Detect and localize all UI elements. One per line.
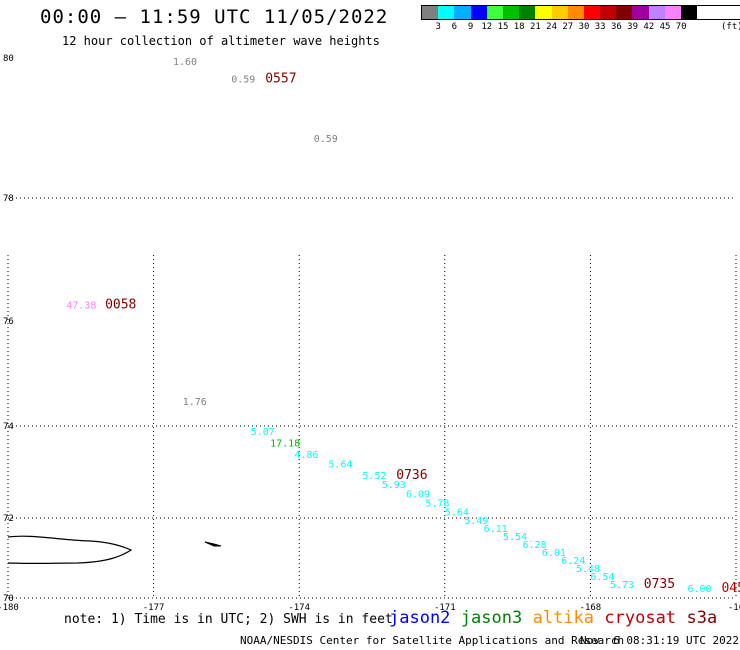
legend-label: 42 [643, 22, 655, 32]
wave-height-label: 5.93 [382, 480, 406, 491]
legend-unit: (ft) [721, 22, 740, 32]
legend-swatches [421, 5, 740, 20]
legend-label: 33 [594, 22, 606, 32]
credit-text: NOAA/NESDIS Center for Satellite Applica… [240, 634, 625, 647]
wave-height-label: 6.11 [484, 524, 508, 535]
satellite-cryosat: cryosat [604, 608, 677, 628]
wave-height-label: 6.01 [542, 548, 566, 559]
legend-swatch [600, 6, 617, 19]
wave-height-label: 5.07 [251, 427, 275, 438]
legend-swatch [470, 6, 487, 19]
legend-label: 6 [451, 22, 458, 32]
latitude-tick-label: 72 [3, 514, 14, 524]
legend-swatch [648, 6, 665, 19]
legend-swatch [422, 6, 439, 19]
legend-label: 18 [513, 22, 525, 32]
legend-label: 9 [467, 22, 474, 32]
longitude-tick-label: -177 [143, 603, 165, 613]
legend-swatch [583, 6, 601, 19]
wave-height-label: 6.28 [522, 540, 546, 551]
wave-height-label: 6.00 [687, 584, 711, 595]
wave-height-label: 4.86 [294, 450, 318, 461]
legend-label: 70 [675, 22, 687, 32]
longitude-tick-label: -16 [728, 603, 740, 613]
generated-timestamp: Nov 6 08:31:19 UTC 2022 [580, 634, 739, 647]
legend-swatch [632, 6, 649, 19]
wave-height-label: 5.52 [362, 471, 386, 482]
wave-height-label: 5.48 [576, 564, 600, 575]
footer-note: note: 1) Time is in UTC; 2) SWH is in fe… [64, 612, 393, 627]
longitude-tick-label: -171 [434, 603, 456, 613]
legend-label: 30 [578, 22, 590, 32]
wave-height-label: 1.76 [183, 397, 207, 408]
wave-height-label: 6.24 [561, 556, 585, 567]
legend-label: 24 [546, 22, 558, 32]
coastline [7, 535, 133, 565]
longitude-tick-label: -168 [580, 603, 602, 613]
satellite-jason3: jason3 [460, 608, 523, 628]
legend-label: 27 [562, 22, 574, 32]
wave-height-label: 5.64 [445, 508, 469, 519]
longitude-tick-label: -180 [0, 603, 19, 613]
wave-height-label: 5.49 [464, 516, 488, 527]
latitude-tick-label: 70 [3, 594, 14, 604]
observation-time-label: 0735 [644, 577, 675, 592]
observation-time-label: 0736 [396, 468, 427, 483]
wave-height-label: 6.54 [590, 572, 614, 583]
wave-height-label: 0.59 [231, 75, 255, 86]
wave-height-label: 47.38 [66, 301, 96, 312]
small-island [204, 541, 222, 547]
satellite-altika: altika [532, 608, 595, 628]
wave-height-label: 5.54 [503, 532, 527, 543]
legend-label: 39 [627, 22, 639, 32]
legend-swatch [535, 6, 552, 19]
wave-height-label: 5.78 [425, 499, 449, 510]
legend-swatch [681, 6, 698, 19]
satellite-s3a: s3a [686, 608, 718, 628]
legend-swatch [438, 6, 455, 19]
observation-time-label: 0557 [265, 72, 296, 87]
legend-label: 21 [529, 22, 541, 32]
legend-swatch [616, 6, 633, 19]
legend-swatch [502, 6, 520, 19]
latitude-tick-label: 74 [3, 422, 14, 432]
legend-label: 12 [481, 22, 493, 32]
satellite-jason2: jason2 [389, 608, 451, 628]
legend-label: 15 [497, 22, 509, 32]
wave-height-label: 1.60 [173, 57, 197, 68]
legend-label: 3 [435, 22, 441, 32]
wave-height-label: 5.73 [610, 580, 634, 591]
latitude-tick-label: 80 [3, 54, 14, 64]
wave-height-label: 17.18 [270, 439, 300, 450]
wave-height-label: 5.64 [328, 459, 352, 470]
legend-swatch [519, 6, 536, 19]
legend-label: 36 [610, 22, 622, 32]
latitude-tick-label: 76 [3, 317, 14, 327]
legend-swatch [454, 6, 471, 19]
legend-swatch [664, 6, 681, 19]
observation-time-label: 0459 [721, 581, 740, 596]
wave-height-label: 6.09 [406, 489, 430, 500]
legend-label: 45 [659, 22, 671, 32]
map-subtitle: 12 hour collection of altimeter wave hei… [62, 34, 380, 48]
longitude-tick-label: -174 [288, 603, 310, 613]
legend-swatch [567, 6, 584, 19]
map-title: 00:00 — 11:59 UTC 11/05/2022 [40, 6, 389, 28]
latitude-tick-label: 78 [3, 194, 14, 204]
observation-time-label: 0058 [105, 298, 136, 313]
legend-swatch [486, 6, 503, 19]
wave-height-label: 0.59 [314, 134, 338, 145]
legend-swatch [551, 6, 568, 19]
